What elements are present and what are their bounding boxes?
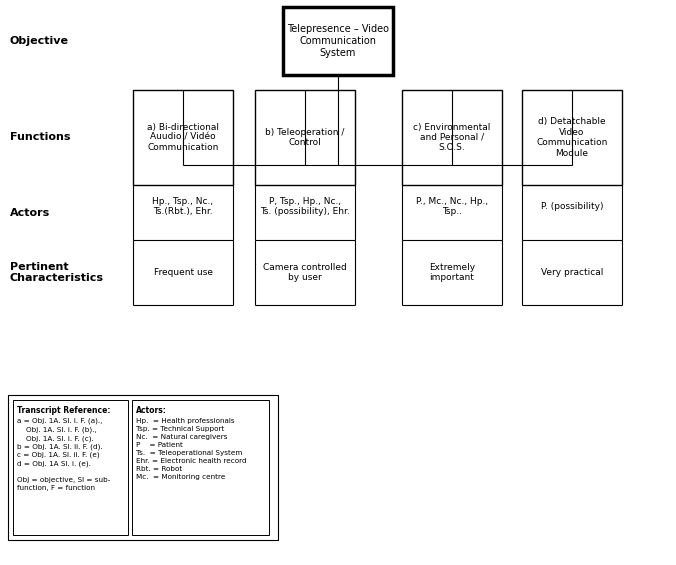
Bar: [13, 400, 128, 535]
Text: Extremely
important: Extremely important: [429, 263, 475, 282]
Bar: [132, 400, 269, 535]
Text: Telepresence – Video
Communication
System: Telepresence – Video Communication Syste…: [287, 24, 389, 58]
Text: Actors:: Actors:: [136, 406, 167, 415]
Text: Hp.  = Health professionals
Tsp. = Technical Support
Nc.  = Natural caregivers
P: Hp. = Health professionals Tsp. = Techni…: [136, 418, 247, 480]
Bar: [133, 90, 233, 185]
Text: Frequent use: Frequent use: [153, 268, 212, 277]
Text: a) Bi-directional
Auudio / Vidéo
Communication: a) Bi-directional Auudio / Vidéo Communi…: [147, 123, 219, 153]
Text: a = Obj. 1A. Sl. i. F. (a).,
    Obj. 1A. Sl. i. F. (b).,
    Obj. 1A. Sl. i. F.: a = Obj. 1A. Sl. i. F. (a)., Obj. 1A. Sl…: [17, 418, 110, 491]
Text: Functions: Functions: [10, 133, 70, 142]
Text: Transcript Reference:: Transcript Reference:: [17, 406, 110, 415]
Text: Very practical: Very practical: [541, 268, 603, 277]
Text: P. (possibility): P. (possibility): [541, 202, 603, 211]
Bar: [255, 90, 355, 185]
Text: P, Tsp., Hp., Nc.,
Ts. (possibility), Ehr.: P, Tsp., Hp., Nc., Ts. (possibility), Eh…: [260, 197, 350, 216]
Text: Objective: Objective: [10, 36, 69, 46]
Text: P., Mc., Nc., Hp.,
Tsp..: P., Mc., Nc., Hp., Tsp..: [416, 197, 488, 216]
Text: d) Detatchable
Video
Communication
Module: d) Detatchable Video Communication Modul…: [536, 118, 608, 158]
Text: c) Environmental
and Personal /
S.O.S.: c) Environmental and Personal / S.O.S.: [413, 123, 491, 153]
Bar: [522, 90, 622, 185]
Text: b) Teleoperation /
Control: b) Teleoperation / Control: [265, 128, 345, 147]
Bar: [402, 90, 502, 185]
Text: Pertinent
Characteristics: Pertinent Characteristics: [10, 262, 104, 283]
Bar: [283, 7, 393, 75]
Text: Actors: Actors: [10, 207, 50, 218]
Text: Hp., Tsp., Nc.,
Ts.(Rbt.), Ehr.: Hp., Tsp., Nc., Ts.(Rbt.), Ehr.: [152, 197, 214, 216]
Text: Camera controlled
by user: Camera controlled by user: [263, 263, 347, 282]
Bar: [8, 395, 278, 540]
